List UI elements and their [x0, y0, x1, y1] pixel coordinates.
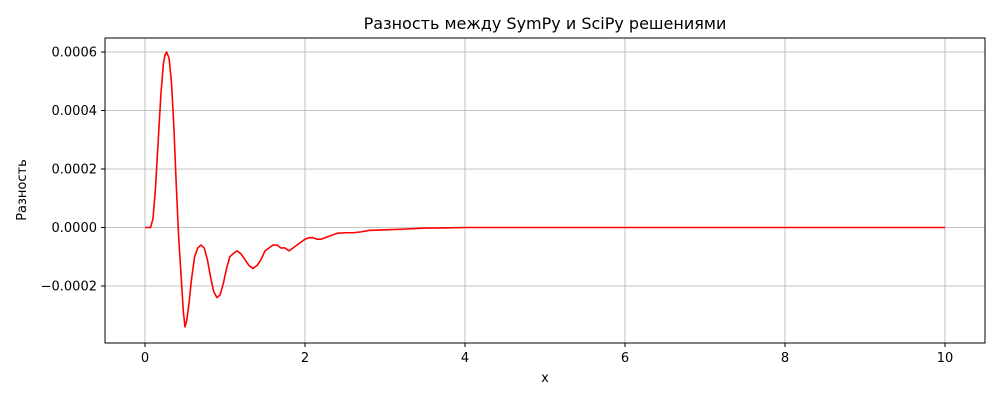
- y-tick-label: 0.0006: [52, 46, 98, 61]
- x-tick-label: 4: [461, 351, 469, 366]
- plot-area-frame: [104, 37, 986, 344]
- y-tick-label: −0.0002: [41, 279, 97, 294]
- difference-series-line: [145, 51, 945, 328]
- grid: [105, 38, 985, 343]
- y-axis-label: Разность: [15, 159, 30, 221]
- y-tick-label: 0.0004: [52, 104, 98, 119]
- y-axis-ticks: −0.0002 0.0000 0.0002 0.0004 0.0006: [41, 46, 105, 294]
- y-tick-label: 0.0000: [52, 221, 98, 236]
- x-tick-label: 2: [301, 351, 309, 366]
- y-tick-label: 0.0002: [52, 163, 98, 178]
- x-tick-label: 0: [141, 351, 149, 366]
- x-tick-label: 8: [781, 351, 789, 366]
- x-tick-label: 10: [937, 351, 954, 366]
- chart-title: Разность между SymPy и SciPy решениями: [364, 14, 727, 33]
- series-layer: [145, 51, 945, 328]
- x-tick-label: 6: [621, 351, 629, 366]
- x-axis-ticks: 0 2 4 6 8 10: [141, 343, 953, 366]
- x-axis-label: x: [541, 371, 549, 386]
